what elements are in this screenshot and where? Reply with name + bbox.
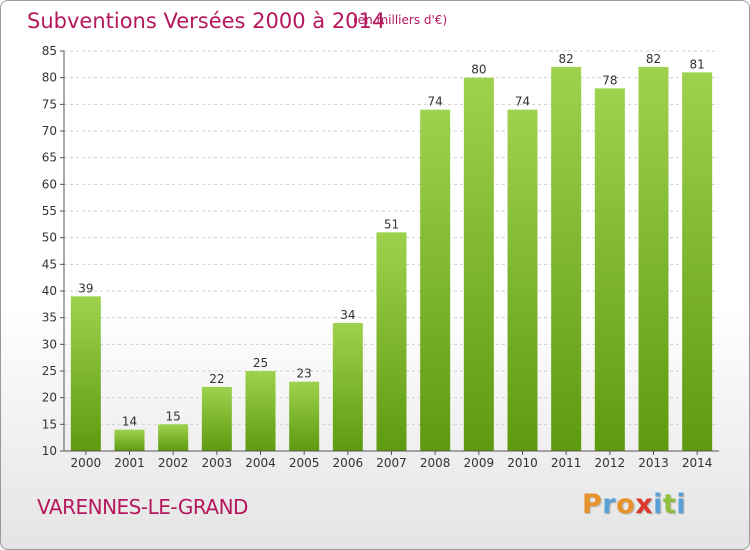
y-tick-label: 55: [42, 204, 57, 218]
bar: [245, 371, 276, 451]
bar: [594, 88, 625, 451]
y-tick-label: 10: [42, 444, 57, 458]
logo-letter: P: [582, 489, 603, 520]
bar-value-label: 74: [515, 95, 530, 109]
proxiti-logo: Proxiti: [582, 489, 686, 520]
x-tick-label: 2002: [158, 456, 189, 470]
bar: [114, 429, 145, 451]
y-tick-label: 80: [42, 71, 57, 85]
x-tick-label: 2009: [464, 456, 495, 470]
y-tick-label: 60: [42, 177, 57, 191]
bar-value-label: 23: [297, 367, 312, 381]
y-tick-label: 75: [42, 97, 57, 111]
logo-letter: x: [635, 489, 654, 520]
chart-subtitle: (en milliers d'€): [353, 13, 448, 27]
bar: [682, 72, 713, 451]
y-tick-label: 70: [42, 124, 57, 138]
x-tick-label: 2005: [289, 456, 320, 470]
y-tick-label: 25: [42, 364, 57, 378]
logo-letter: i: [653, 489, 663, 520]
x-tick-label: 2006: [333, 456, 364, 470]
y-tick-label: 50: [42, 231, 57, 245]
bar: [158, 424, 189, 451]
x-tick-label: 2012: [595, 456, 626, 470]
bar-value-label: 25: [253, 356, 268, 370]
bar-value-label: 51: [384, 217, 399, 231]
logo-letter: o: [616, 489, 636, 520]
bar-value-label: 80: [471, 63, 486, 77]
y-tick-label: 30: [42, 337, 57, 351]
bar: [70, 296, 101, 451]
x-tick-label: 2000: [71, 456, 102, 470]
bar-value-label: 15: [166, 409, 181, 423]
bar-value-label: 81: [690, 57, 705, 71]
bar: [551, 67, 582, 451]
bar-value-label: 14: [122, 415, 137, 429]
y-tick-label: 15: [42, 417, 57, 431]
x-tick-label: 2010: [507, 456, 538, 470]
x-tick-label: 2013: [638, 456, 669, 470]
logo-letter: r: [602, 489, 617, 520]
location-name: VARENNES-LE-GRAND: [37, 495, 248, 519]
bar-value-label: 82: [559, 52, 574, 66]
bar-value-label: 22: [209, 372, 224, 386]
x-tick-label: 2007: [376, 456, 407, 470]
y-tick-label: 85: [42, 44, 57, 58]
bar: [376, 232, 407, 451]
x-tick-label: 2003: [202, 456, 233, 470]
bar: [463, 77, 494, 452]
bar-value-label: 39: [78, 281, 93, 295]
x-tick-label: 2014: [682, 456, 713, 470]
y-tick-label: 65: [42, 151, 57, 165]
x-tick-label: 2001: [114, 456, 145, 470]
bar: [507, 109, 538, 452]
y-tick-label: 35: [42, 311, 57, 325]
y-tick-label: 20: [42, 391, 57, 405]
bar: [420, 109, 451, 452]
bar: [638, 67, 669, 451]
chart-title: Subventions Versées 2000 à 2014: [27, 9, 386, 33]
x-tick-label: 2011: [551, 456, 582, 470]
y-tick-label: 40: [42, 284, 57, 298]
bar-value-label: 82: [646, 52, 661, 66]
y-tick-label: 45: [42, 257, 57, 271]
bar-value-label: 74: [428, 95, 443, 109]
bar: [332, 323, 363, 451]
bar-value-label: 34: [340, 308, 355, 322]
x-tick-label: 2008: [420, 456, 451, 470]
bar-value-label: 78: [602, 73, 617, 87]
bar: [201, 387, 232, 451]
logo-letter: t: [662, 489, 677, 520]
bar: [289, 381, 320, 451]
logo-letter: i: [676, 489, 687, 520]
x-tick-label: 2004: [245, 456, 276, 470]
